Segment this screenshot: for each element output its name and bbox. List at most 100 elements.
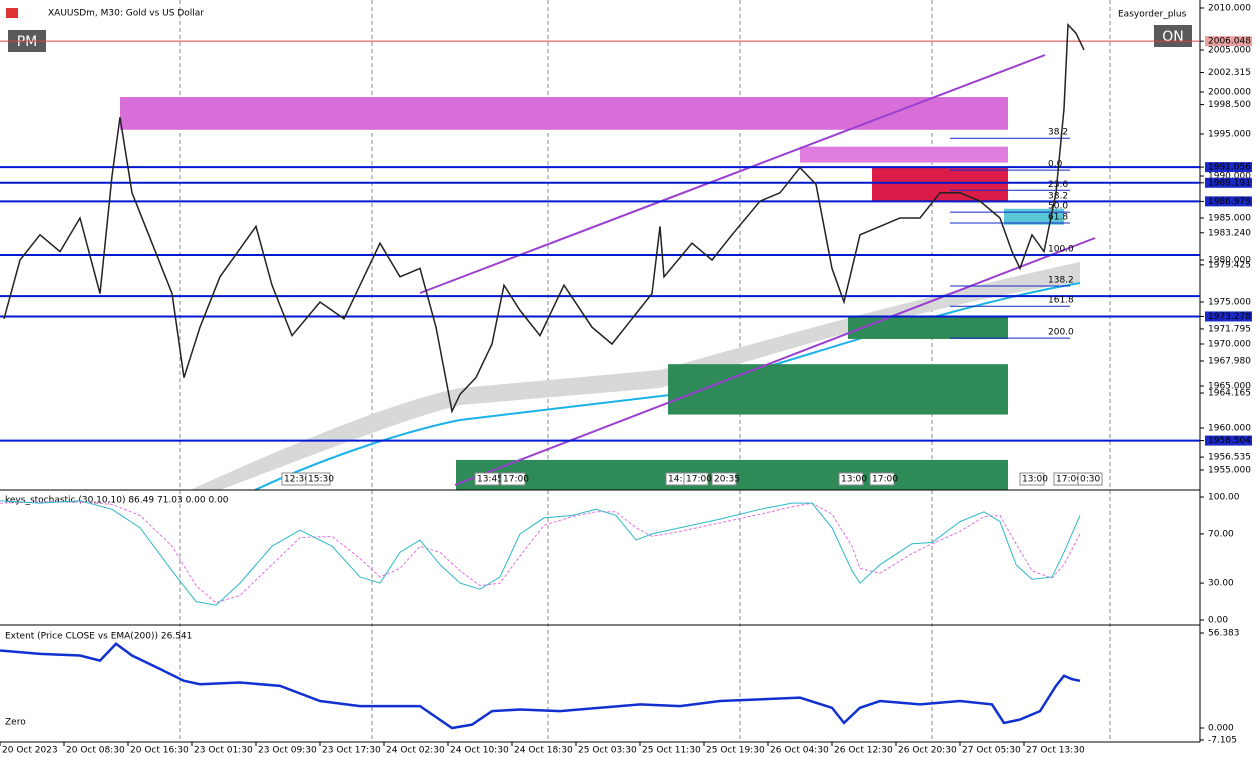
zone — [872, 167, 1008, 202]
time-label: 26 Oct 12:30 — [834, 746, 893, 756]
zone — [1004, 208, 1064, 225]
axis-tick-label: 100.00 — [1208, 493, 1240, 503]
axis-tick-label: 1960.000 — [1208, 424, 1251, 434]
on-button-label[interactable]: ON — [1162, 29, 1184, 45]
time-label: 27 Oct 13:30 — [1026, 746, 1085, 756]
fib-label: 0.0 — [1048, 160, 1063, 170]
axis-tick-label: 1983.240 — [1208, 228, 1251, 238]
axis-tick-label: 1986.979 — [1208, 197, 1251, 207]
axis-tick-label: 2006.048 — [1208, 37, 1251, 47]
axis-tick-label: 2005.000 — [1208, 45, 1251, 55]
time-box — [838, 472, 864, 486]
fib-label: 138.2 — [1048, 276, 1074, 286]
time-label: 23 Oct 01:30 — [194, 746, 253, 756]
axis-tick-label: 56.383 — [1208, 628, 1240, 638]
stochastic-title: keys_stochastic (30,10,10) 86.49 71.03 0… — [5, 496, 229, 506]
time-box-label: 20:35 — [714, 475, 740, 485]
axis-tick-label: 1965.000 — [1208, 382, 1251, 392]
axis-tick-label: 1979.425 — [1208, 260, 1251, 270]
chart-title: XAUUSDm, M30: Gold vs US Dollar — [48, 9, 204, 19]
time-label: 20 Oct 08:30 — [66, 746, 125, 756]
fib-label: 38.2 — [1048, 128, 1068, 138]
time-box-label: 0:30 — [1080, 475, 1100, 485]
zone — [800, 146, 1008, 163]
time-box-label: 17:00 — [503, 475, 529, 485]
axis-tick-label: 0.00 — [1208, 615, 1228, 625]
axis-tick-label: 1958.504 — [1208, 436, 1251, 446]
fib-label: 50.0 — [1048, 202, 1068, 212]
tick-highlight — [1205, 196, 1252, 207]
time-box-label: 17:00 — [686, 475, 712, 485]
time-label: 25 Oct 03:30 — [578, 746, 637, 756]
time-box-label: 15:30 — [308, 475, 334, 485]
time-label: 20 Oct 16:30 — [130, 746, 189, 756]
axis-tick-label: 2010.000 — [1208, 3, 1251, 13]
channel-lower — [454, 237, 1096, 486]
axis-tick-label: 1998.500 — [1208, 100, 1251, 110]
axis-tick-label: 1970.000 — [1208, 339, 1251, 349]
axis-tick-label: 70.00 — [1208, 529, 1234, 539]
axis-tick-label: 1990.000 — [1208, 171, 1251, 181]
axis-tick-label: 0.000 — [1208, 723, 1234, 733]
time-label: 23 Oct 17:30 — [322, 746, 381, 756]
zone — [668, 364, 1008, 415]
axis-tick-label: 1995.000 — [1208, 129, 1251, 139]
fib-label: 38.2 — [1048, 192, 1068, 202]
time-label: 25 Oct 19:30 — [706, 746, 765, 756]
time-box-label: 17:00 — [872, 475, 898, 485]
time-box-label: 13:45 — [477, 475, 503, 485]
extent-line — [0, 642, 1081, 730]
zero-label: Zero — [5, 718, 26, 728]
time-box — [474, 472, 500, 486]
time-box — [1077, 472, 1103, 486]
time-label: 27 Oct 05:30 — [962, 746, 1021, 756]
time-box — [711, 472, 737, 486]
stochastic-main — [0, 500, 1081, 606]
time-label: 26 Oct 20:30 — [898, 746, 957, 756]
axis-tick-label: 2000.000 — [1208, 87, 1251, 97]
fib-label: 23.6 — [1048, 180, 1068, 190]
channel-upper — [419, 54, 1046, 294]
time-label: 23 Oct 09:30 — [258, 746, 317, 756]
axis-tick-label: 1980.000 — [1208, 255, 1251, 265]
time-label: 25 Oct 11:30 — [642, 746, 701, 756]
time-label: 20 Oct 2023 — [2, 746, 58, 756]
axis-tick-label: 1971.795 — [1208, 324, 1251, 334]
pm-button-label[interactable]: PM — [17, 34, 38, 50]
tick-highlight — [1205, 435, 1252, 446]
axis-tick-label: 30.00 — [1208, 579, 1234, 589]
time-label: 26 Oct 04:30 — [770, 746, 829, 756]
time-box-label: 13:00 — [841, 475, 867, 485]
fib-label: 200.0 — [1048, 328, 1074, 338]
fib-label: 161.8 — [1048, 296, 1074, 306]
time-box-label: 13:00 — [1022, 475, 1048, 485]
axis-tick-label: 1975.000 — [1208, 297, 1251, 307]
axis-tick-label: 1964.165 — [1208, 389, 1251, 399]
app-icon — [6, 8, 18, 18]
axis-tick-label: -7.105 — [1208, 735, 1237, 745]
zone — [120, 97, 1008, 130]
axis-tick-label: 1973.278 — [1208, 312, 1251, 322]
tick-highlight — [1205, 177, 1252, 188]
fib-label: 61.8 — [1048, 213, 1068, 223]
fib-label: 100.0 — [1048, 244, 1074, 254]
time-box — [1019, 472, 1045, 486]
axis-tick-label: 1956.535 — [1208, 453, 1251, 463]
time-box — [683, 472, 709, 486]
time-box-label: 17:00 — [1056, 475, 1082, 485]
axis-tick-label: 1991.056 — [1208, 163, 1251, 173]
extent-title: Extent (Price CLOSE vs EMA(200)) 26.541 — [5, 632, 192, 642]
time-box-label: 14:3 — [668, 475, 688, 485]
tick-highlight — [1205, 162, 1252, 173]
tick-highlight — [1205, 36, 1252, 47]
stochastic-signal — [0, 501, 1081, 604]
axis-tick-label: 1955.000 — [1208, 466, 1251, 476]
axis-tick-label: 1967.980 — [1208, 356, 1251, 366]
price-line — [3, 22, 1085, 414]
time-label: 24 Oct 02:30 — [386, 746, 445, 756]
time-box — [500, 472, 526, 486]
tick-highlight — [1205, 311, 1252, 322]
time-label: 24 Oct 10:30 — [450, 746, 509, 756]
